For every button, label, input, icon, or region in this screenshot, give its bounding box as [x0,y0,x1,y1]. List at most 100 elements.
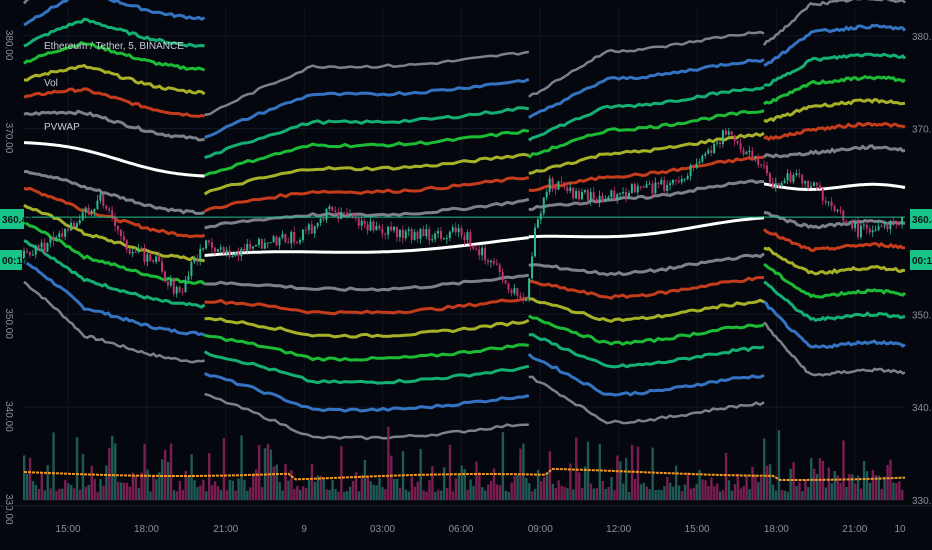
candle-body [143,249,146,262]
candle-body [431,239,434,241]
candle-body [319,218,322,224]
last-price-label-left: 360.47 [2,215,33,226]
candle-body [313,226,316,234]
volume-bar [592,488,596,500]
volume-bar [557,480,560,500]
candle-body [442,238,445,240]
band-session2-13 [528,30,765,98]
candle-body [169,278,172,286]
price-candles [23,127,904,304]
y-axis-right: 380.00 370.00 350.00 340.00 330.00 [912,32,932,507]
volume-bar [707,486,710,500]
candle-body [37,245,40,248]
volume-bar [469,479,472,500]
candle-body [351,214,354,217]
volume-bar [569,463,572,500]
candle-body [64,228,67,237]
candle-body [666,185,669,191]
x-tick-0: 15:00 [56,524,81,535]
candle-body [398,229,401,238]
candle-body [622,192,625,194]
candle-body [425,229,428,237]
volume-bar [445,487,449,500]
volume-bar [87,484,91,500]
volume-bar [81,453,85,500]
volume-bar [771,484,775,500]
volume-bar [768,464,772,500]
volume-bar [23,455,26,500]
candle-body [310,224,313,234]
volume-bar [654,489,657,500]
volume-bar [410,476,414,500]
band-session2-1 [527,353,765,397]
volume-bar [425,491,428,500]
volume-bar [757,482,760,500]
volume-bar [842,440,845,500]
candle-body [495,263,498,265]
volume-bar [28,457,32,500]
volume-bar [205,491,208,500]
volume-bar [484,490,487,500]
volume-bar [434,491,437,500]
candle-body [114,217,117,227]
volume-bar [328,489,331,500]
candle-body [815,182,818,186]
candle-body [716,142,719,144]
volume-bar [413,486,416,500]
volume-bar [398,487,402,500]
candle-body [328,206,331,210]
candle-body [128,249,131,254]
candle-body [554,186,557,190]
candle-body [842,210,845,222]
candle-body [134,251,137,253]
volume-bar [862,460,866,500]
candle-body [178,286,181,292]
volume-bar [880,488,883,500]
volume-bar [692,487,695,500]
candle-body [580,192,583,200]
volume-bar [172,490,176,500]
x-tick-8: 15:00 [685,524,710,535]
candle-body [854,222,857,229]
candle-body [346,212,349,216]
candle-body [31,254,34,256]
volume-bar [492,468,496,500]
candle-body [633,184,636,193]
indicator-vol-label[interactable]: Vol [44,78,58,89]
candle-body [504,280,507,284]
candle-body [137,248,140,253]
candle-body [28,252,31,256]
band-session1-6 [204,273,530,292]
band-session0-4 [23,203,205,263]
volume-bar [460,465,463,500]
band-session2-5 [528,275,765,300]
volume-bar [701,479,704,500]
y-tick-left-2: 350.00 [3,308,14,339]
candle-body [55,237,58,242]
band-session0-9 [23,63,206,96]
volume-bar [266,443,270,500]
candle-body [542,197,545,214]
volume-bar [830,483,833,500]
candle-body [777,182,780,187]
candle-body [701,155,704,162]
volume-bar [137,487,140,500]
vwap-session-3 [763,182,906,191]
volume-bar [281,490,284,500]
volume-bar [871,469,875,500]
candle-body [874,230,877,232]
candle-body [340,212,343,219]
volume-bar [883,476,886,500]
candle-body [231,255,234,257]
indicator-pvwap-label[interactable]: PVWAP [44,122,80,133]
volume-bar [774,490,778,500]
volume-bar [316,475,320,500]
volume-bar [683,484,687,500]
volume-bar [301,486,305,500]
candle-body [407,229,410,232]
candle-body [111,210,114,218]
volume-bar [798,481,801,500]
volume-bar [34,484,38,500]
volume-bar [360,475,364,500]
